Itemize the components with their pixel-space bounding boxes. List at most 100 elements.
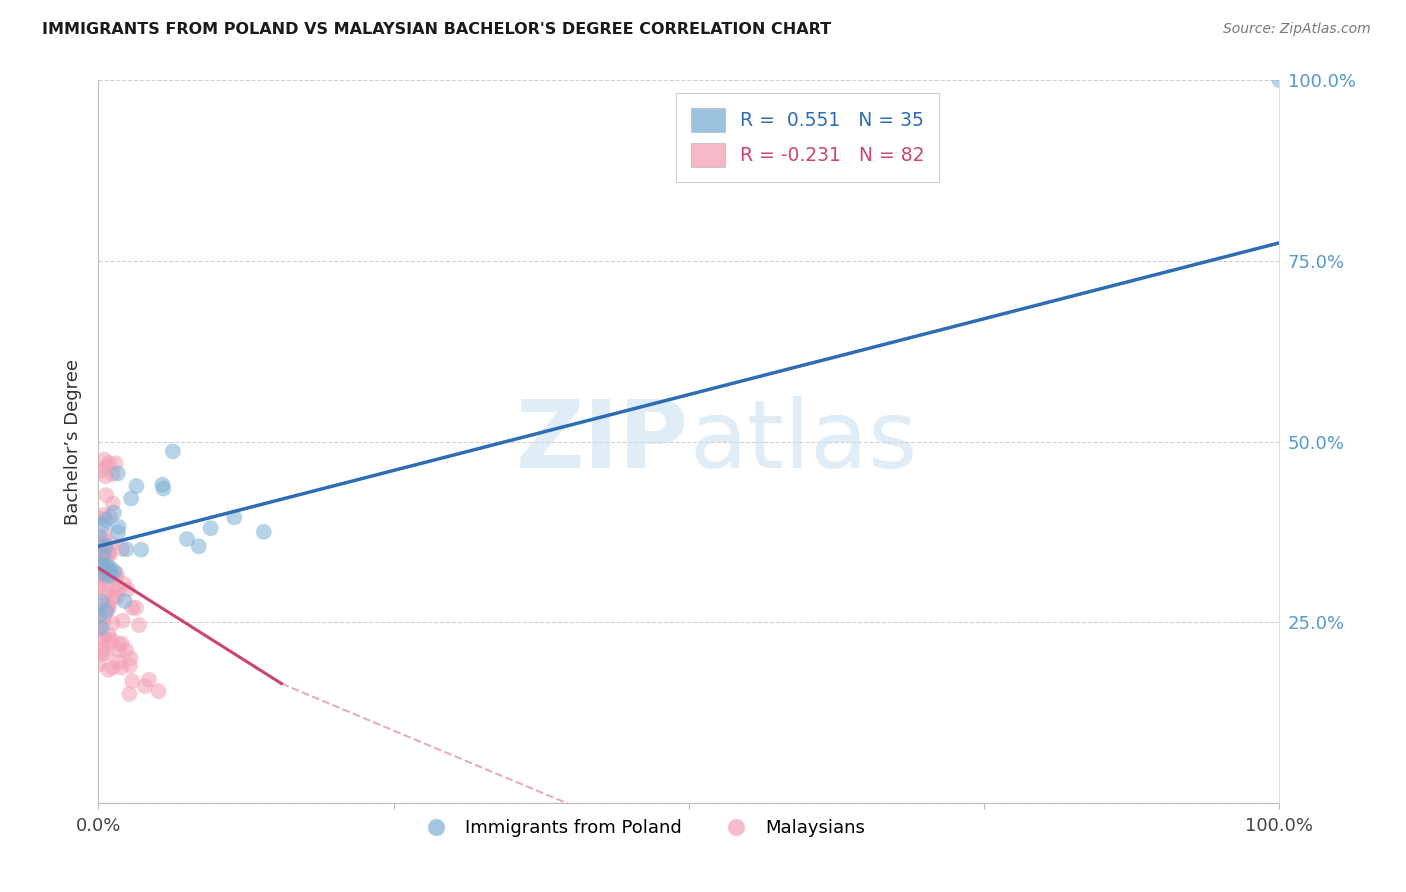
Point xyxy=(148,684,170,698)
Point xyxy=(94,469,117,483)
Point xyxy=(94,550,117,565)
Point xyxy=(96,582,118,596)
Point xyxy=(111,541,134,556)
Point xyxy=(107,525,129,540)
Point xyxy=(90,621,112,635)
Point xyxy=(105,570,128,584)
Point xyxy=(89,530,111,544)
Point xyxy=(93,545,115,559)
Point xyxy=(87,580,110,594)
Point xyxy=(93,508,115,522)
Point xyxy=(101,537,124,551)
Point xyxy=(117,582,139,597)
Point xyxy=(97,628,120,642)
Point xyxy=(121,600,143,615)
Point xyxy=(89,551,111,566)
Point xyxy=(91,557,114,571)
Point xyxy=(93,549,115,563)
Point xyxy=(91,647,114,661)
Point xyxy=(110,660,132,674)
Point xyxy=(105,591,128,605)
Point xyxy=(97,663,120,677)
Point xyxy=(93,568,115,582)
Point xyxy=(187,539,209,553)
Point xyxy=(115,643,138,657)
Point xyxy=(97,597,120,611)
Point xyxy=(103,565,125,579)
Point xyxy=(107,643,129,657)
Text: atlas: atlas xyxy=(689,395,917,488)
Point xyxy=(96,646,118,660)
Point xyxy=(1268,73,1291,87)
Point xyxy=(176,532,198,546)
Point xyxy=(91,559,114,574)
Point xyxy=(125,479,148,493)
Point xyxy=(94,528,117,542)
Point xyxy=(89,632,111,646)
Point xyxy=(96,459,118,474)
Point xyxy=(90,566,112,581)
Point xyxy=(97,547,120,561)
Point xyxy=(93,540,115,554)
Text: Source: ZipAtlas.com: Source: ZipAtlas.com xyxy=(1223,22,1371,37)
Point xyxy=(91,572,114,586)
Point xyxy=(107,582,129,596)
Point xyxy=(134,679,156,693)
Point xyxy=(98,548,121,562)
Point xyxy=(93,610,115,624)
Point xyxy=(101,582,124,596)
Point xyxy=(91,595,114,609)
Point xyxy=(101,467,124,481)
Point xyxy=(89,599,111,613)
Point xyxy=(91,642,114,657)
Point xyxy=(91,517,114,532)
Point xyxy=(87,565,110,579)
Point xyxy=(97,602,120,616)
Text: ZIP: ZIP xyxy=(516,395,689,488)
Point xyxy=(101,496,124,510)
Point xyxy=(118,687,141,701)
Point xyxy=(91,463,114,477)
Point xyxy=(200,521,222,535)
Point xyxy=(128,618,150,632)
Point xyxy=(120,491,142,506)
Point xyxy=(103,590,125,604)
Point xyxy=(93,452,115,467)
Point xyxy=(97,569,120,583)
Point xyxy=(91,566,114,581)
Point xyxy=(91,615,114,630)
Point xyxy=(90,545,112,559)
Point xyxy=(111,637,134,651)
Point xyxy=(107,467,129,481)
Point xyxy=(101,616,124,631)
Point xyxy=(100,567,122,582)
Point xyxy=(94,540,117,554)
Point xyxy=(94,588,117,602)
Point xyxy=(104,456,127,470)
Point xyxy=(101,660,124,674)
Point xyxy=(89,564,111,578)
Point xyxy=(152,477,174,491)
Point xyxy=(89,608,111,623)
Point xyxy=(97,561,120,575)
Point xyxy=(91,537,114,551)
Point xyxy=(112,577,135,591)
Point xyxy=(253,524,276,539)
Point xyxy=(91,566,114,581)
Point xyxy=(90,569,112,583)
Legend: Immigrants from Poland, Malaysians: Immigrants from Poland, Malaysians xyxy=(411,812,872,845)
Point xyxy=(111,614,134,628)
Point xyxy=(96,488,118,502)
Point xyxy=(107,520,129,534)
Point xyxy=(125,600,148,615)
Point xyxy=(105,566,128,581)
Text: IMMIGRANTS FROM POLAND VS MALAYSIAN BACHELOR'S DEGREE CORRELATION CHART: IMMIGRANTS FROM POLAND VS MALAYSIAN BACH… xyxy=(42,22,831,37)
Point xyxy=(162,444,184,458)
Point xyxy=(121,674,143,689)
Point xyxy=(138,673,160,687)
Point xyxy=(94,513,117,527)
Point xyxy=(91,562,114,576)
Point xyxy=(98,456,121,470)
Point xyxy=(97,566,120,581)
Point xyxy=(91,557,114,571)
